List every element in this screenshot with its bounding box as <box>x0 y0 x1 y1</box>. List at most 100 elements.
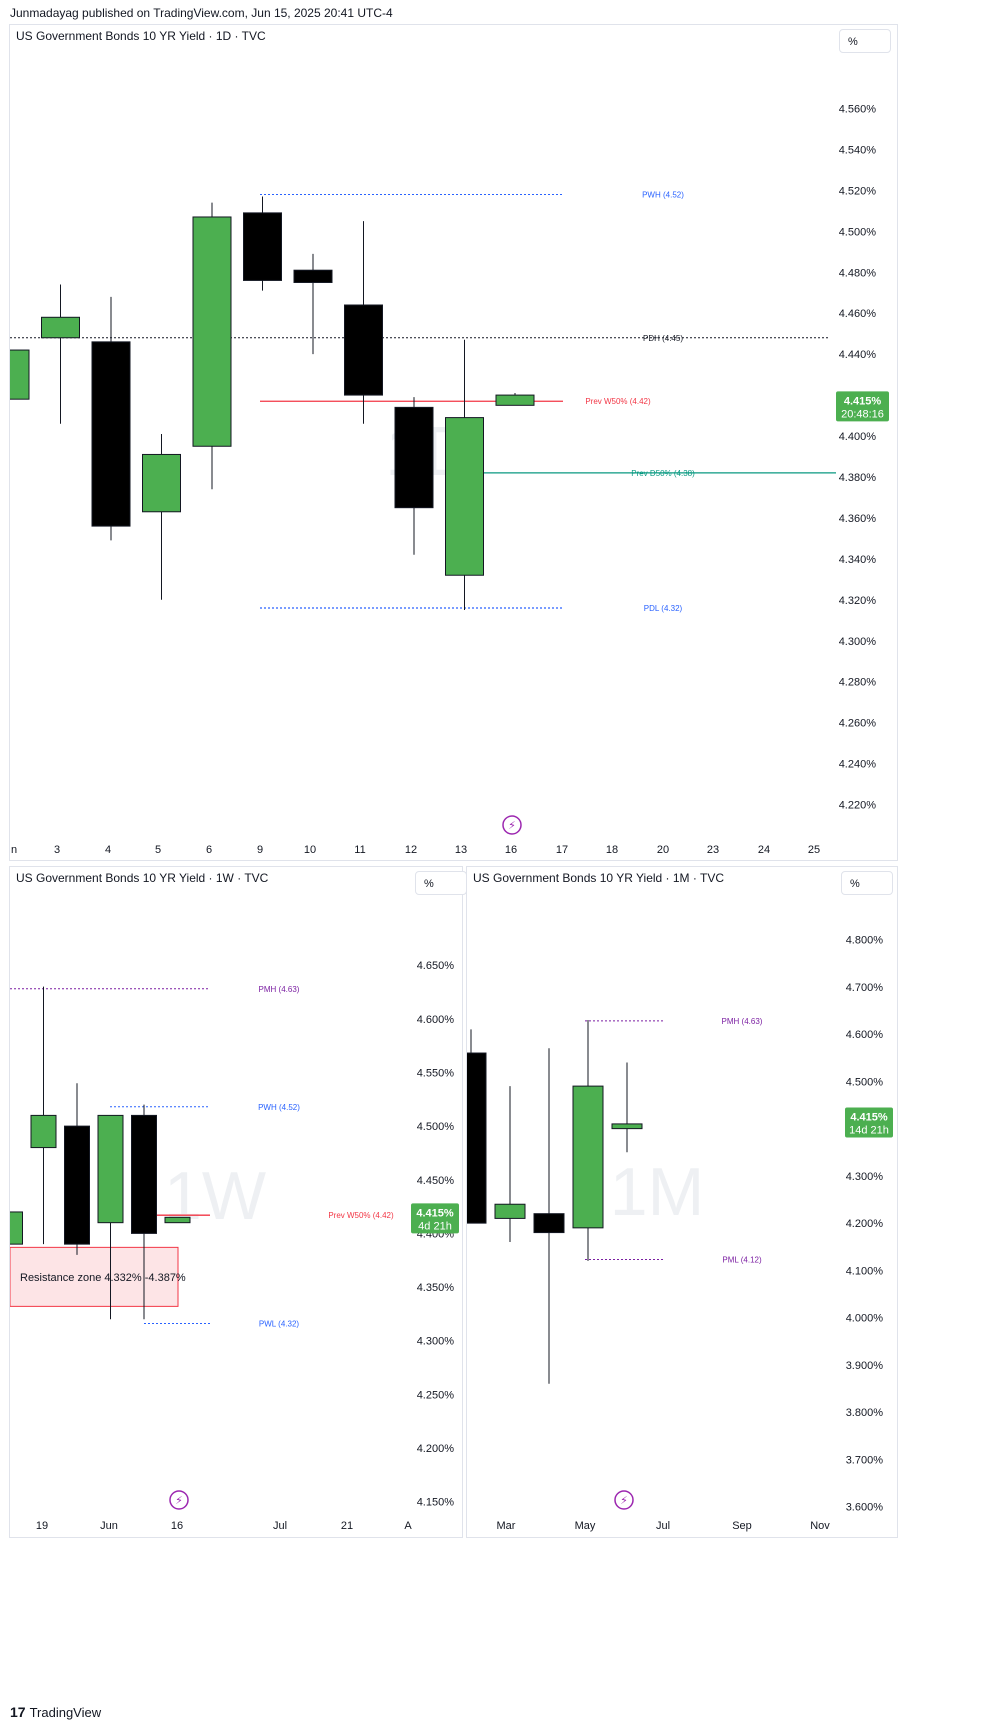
y-tick-label: 4.300% <box>846 1171 884 1183</box>
y-tick-label: 4.150% <box>417 1497 455 1509</box>
candle-body <box>293 269 333 283</box>
lightning-bolt-icon <box>614 1490 634 1510</box>
x-tick-label: Mar <box>497 1520 516 1532</box>
y-tick-label: 4.320% <box>839 595 877 607</box>
candle-body <box>572 1085 604 1229</box>
y-tick-label: 4.200% <box>846 1218 884 1230</box>
scale-percent-button[interactable]: % <box>415 871 467 895</box>
candle-body <box>394 406 434 509</box>
candle-body <box>10 349 30 400</box>
x-tick-label: 18 <box>606 844 618 856</box>
level-label: PMH (4.63) <box>259 985 300 994</box>
y-tick-label: 4.500% <box>846 1076 884 1088</box>
price-tag-value: 4.415% <box>844 395 882 407</box>
y-tick-label: 4.250% <box>417 1389 455 1401</box>
scale-percent-button[interactable]: % <box>839 29 891 53</box>
interval-watermark: 1M <box>610 1154 704 1230</box>
x-tick-label: 9 <box>257 844 263 856</box>
x-tick-label: A <box>404 1520 412 1532</box>
y-tick-label: 4.200% <box>417 1443 455 1455</box>
x-tick-label: 20 <box>657 844 669 856</box>
y-tick-label: 4.240% <box>839 759 877 771</box>
level-label: PWH (4.52) <box>642 190 684 199</box>
y-tick-label: 4.350% <box>417 1282 455 1294</box>
lightning-bolt-icon <box>502 815 522 835</box>
y-tick-label: 4.100% <box>846 1265 884 1277</box>
candle-body <box>467 1052 487 1224</box>
candle-body <box>91 341 131 527</box>
x-tick-label: 13 <box>455 844 467 856</box>
candle-body <box>10 1211 23 1245</box>
resistance-zone <box>10 1246 179 1307</box>
price-tag <box>836 391 889 422</box>
weekly-chart-panel[interactable]: US Government Bonds 10 YR Yield · 1W · T… <box>9 866 467 1538</box>
y-tick-label: 3.900% <box>846 1360 884 1372</box>
candle-body <box>97 1114 124 1224</box>
x-tick-label: 6 <box>206 844 212 856</box>
lightning-bolt-glyph: ⚡ <box>508 819 516 832</box>
y-tick-label: 4.400% <box>839 431 877 443</box>
monthly-chart-panel[interactable]: US Government Bonds 10 YR Yield · 1M · T… <box>466 866 898 1538</box>
level-label: PDH (4.45) <box>643 334 683 343</box>
y-tick-label: 4.340% <box>839 554 877 566</box>
price-tag-timer: 20:48:16 <box>841 408 884 420</box>
y-tick-label: 4.800% <box>846 935 884 947</box>
x-tick-label: 17 <box>556 844 568 856</box>
y-tick-label: 4.700% <box>846 982 884 994</box>
chart-title: US Government Bonds 10 YR Yield · 1M · T… <box>473 871 724 885</box>
y-tick-label: 4.360% <box>839 513 877 525</box>
x-tick-label: 3 <box>54 844 60 856</box>
y-tick-label: 4.560% <box>839 103 877 115</box>
resistance-zone-label: Resistance zone 4.332% -4.387% <box>20 1272 186 1284</box>
x-tick-label: Nov <box>810 1520 830 1532</box>
y-tick-label: 4.600% <box>417 1014 455 1026</box>
x-tick-label: 4 <box>105 844 111 856</box>
level-label: PML (4.12) <box>722 1256 762 1265</box>
y-tick-label: 4.380% <box>839 472 877 484</box>
price-tag <box>845 1107 893 1138</box>
y-tick-label: 4.600% <box>846 1029 884 1041</box>
chart-title: US Government Bonds 10 YR Yield · 1D · T… <box>16 29 266 43</box>
monthly-chart-canvas: 1M PMH (4.63) PML (4.12) 4.800% 4.700% 4.600%… <box>467 935 893 1532</box>
level-label: Prev W50% (4.42) <box>585 397 651 406</box>
level-label: PWH (4.52) <box>258 1103 300 1112</box>
candle-body <box>445 417 484 576</box>
candle-body <box>164 1216 191 1224</box>
y-tick-label: 4.500% <box>839 226 877 238</box>
x-tick-label: 19 <box>36 1520 48 1532</box>
scale-percent-button[interactable]: % <box>841 871 893 895</box>
level-label: PMH (4.63) <box>722 1017 763 1026</box>
x-tick-label: May <box>575 1520 596 1532</box>
y-tick-label: 3.600% <box>846 1502 884 1514</box>
y-tick-label: 4.300% <box>417 1336 455 1348</box>
candle-body <box>243 212 282 281</box>
y-tick-label: 4.500% <box>417 1121 455 1133</box>
candle-body <box>41 316 80 339</box>
y-tick-label: 4.260% <box>839 718 877 730</box>
footer: 17 TradingView <box>10 1704 101 1720</box>
y-tick-label: 4.460% <box>839 308 877 320</box>
tradingview-logo-icon: 17 <box>10 1704 26 1720</box>
x-tick-label: Jul <box>273 1520 287 1532</box>
lightning-bolt-icon <box>169 1490 189 1510</box>
x-tick-label: Sep <box>732 1520 752 1532</box>
y-tick-label: 3.800% <box>846 1407 884 1419</box>
x-tick-label: Jun <box>100 1520 118 1532</box>
x-tick-label: 5 <box>155 844 161 856</box>
daily-chart-panel[interactable]: US Government Bonds 10 YR Yield · 1D · T… <box>9 24 898 861</box>
candle-body <box>142 453 181 513</box>
y-tick-label: 4.220% <box>839 800 877 812</box>
publisher-line: Junmadayag published on TradingView.com,… <box>10 6 393 20</box>
chart-title: US Government Bonds 10 YR Yield · 1W · T… <box>16 871 269 885</box>
x-tick-label: n <box>11 844 17 856</box>
x-tick-label: 16 <box>171 1520 183 1532</box>
y-tick-label: 4.280% <box>839 677 877 689</box>
y-tick-label: 4.520% <box>839 185 877 197</box>
price-tag <box>411 1203 459 1234</box>
candle-body <box>192 216 232 447</box>
y-tick-label: 4.450% <box>417 1175 455 1187</box>
x-tick-label: 11 <box>354 844 365 856</box>
candle-body <box>344 304 383 396</box>
x-tick-label: 10 <box>304 844 316 856</box>
